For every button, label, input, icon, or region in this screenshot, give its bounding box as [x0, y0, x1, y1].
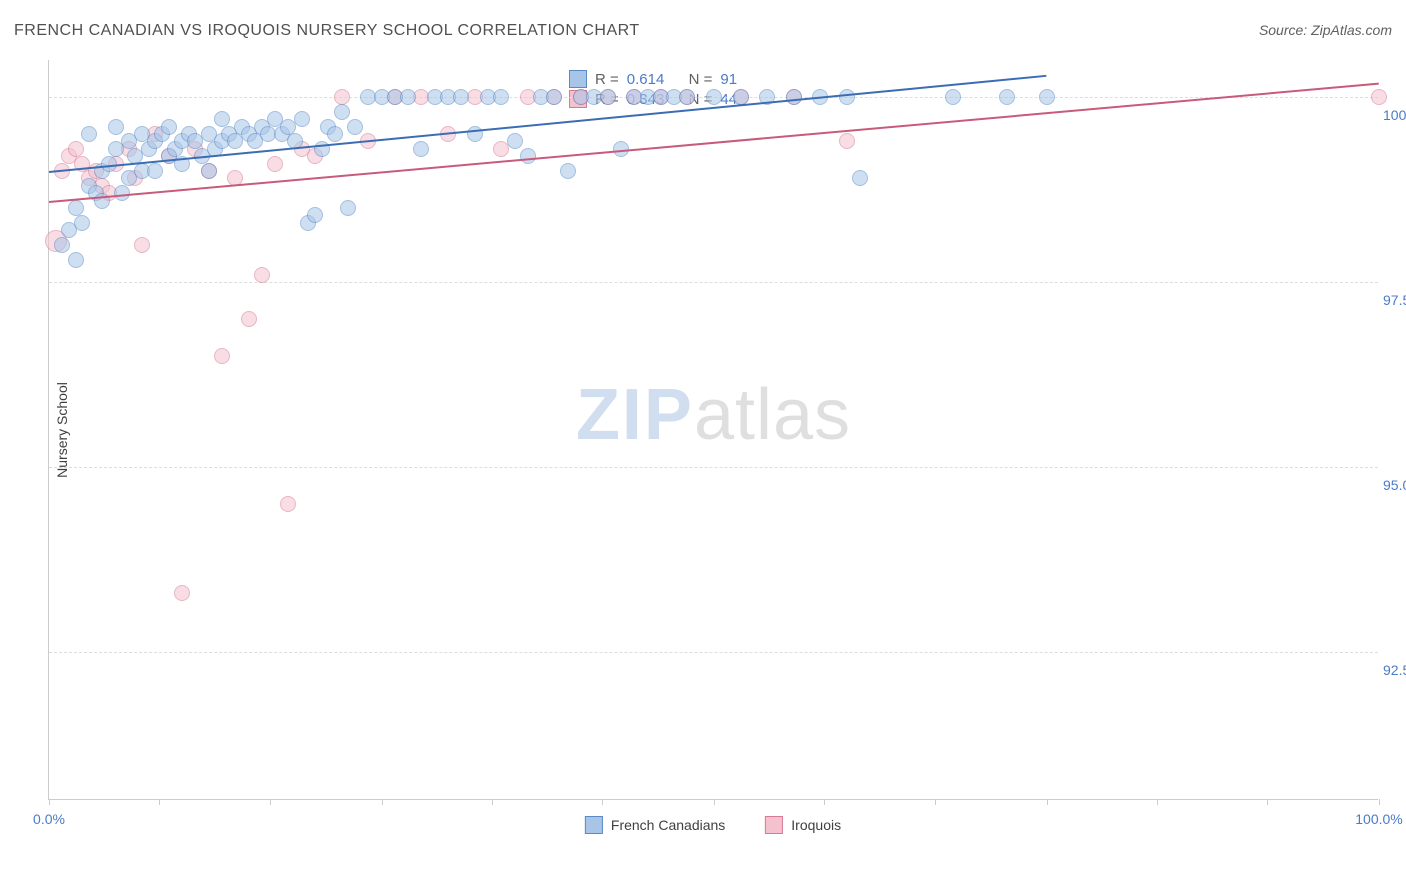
gridline-h [49, 467, 1378, 468]
gridline-h [49, 652, 1378, 653]
stat-r-value: 0.614 [627, 71, 665, 88]
scatter-point [68, 141, 84, 157]
xtick-mark [1379, 799, 1380, 805]
xtick-label: 100.0% [1355, 811, 1402, 827]
legend-item: Iroquois [765, 816, 841, 834]
swatch-icon [765, 816, 783, 834]
ytick-label: 92.5% [1383, 662, 1406, 678]
scatter-point [307, 207, 323, 223]
scatter-point [267, 156, 283, 172]
xtick-label: 0.0% [33, 811, 65, 827]
stat-n-label: N = [689, 71, 713, 88]
scatter-point [400, 89, 416, 105]
scatter-point [280, 496, 296, 512]
scatter-point [600, 89, 616, 105]
scatter-point [507, 133, 523, 149]
scatter-point [68, 252, 84, 268]
xtick-mark [602, 799, 603, 805]
scatter-point [839, 133, 855, 149]
xtick-mark [824, 799, 825, 805]
scatter-point [493, 89, 509, 105]
scatter-point [161, 119, 177, 135]
gridline-h [49, 282, 1378, 283]
scatter-point [74, 215, 90, 231]
scatter-point [520, 148, 536, 164]
ytick-label: 95.0% [1383, 477, 1406, 493]
stat-r-label: R = [595, 71, 619, 88]
scatter-point [68, 200, 84, 216]
scatter-point [546, 89, 562, 105]
scatter-point [81, 126, 97, 142]
chart-source: Source: ZipAtlas.com [1259, 22, 1392, 38]
stat-n-value: 91 [720, 71, 737, 88]
legend-bottom: French Canadians Iroquois [585, 816, 841, 834]
swatch-icon [569, 70, 587, 88]
plot-area: ZIPatlas R = 0.614 N = 91R = 0.343 N = 4… [48, 60, 1378, 800]
scatter-point [134, 237, 150, 253]
xtick-mark [1267, 799, 1268, 805]
xtick-mark [270, 799, 271, 805]
scatter-point [54, 237, 70, 253]
xtick-mark [492, 799, 493, 805]
swatch-icon [585, 816, 603, 834]
chart-header: FRENCH CANADIAN VS IROQUOIS NURSERY SCHO… [14, 22, 1392, 52]
scatter-point [945, 89, 961, 105]
scatter-point [214, 348, 230, 364]
legend-label: Iroquois [791, 817, 841, 833]
scatter-point [294, 111, 310, 127]
scatter-point [214, 111, 230, 127]
legend-item: French Canadians [585, 816, 725, 834]
xtick-mark [382, 799, 383, 805]
scatter-point [241, 311, 257, 327]
watermark-zip: ZIP [576, 375, 694, 455]
scatter-point [1371, 89, 1387, 105]
legend-label: French Canadians [611, 817, 725, 833]
watermark: ZIPatlas [576, 374, 851, 456]
ytick-label: 100.0% [1383, 107, 1406, 123]
scatter-point [174, 585, 190, 601]
scatter-point [334, 89, 350, 105]
scatter-point [147, 163, 163, 179]
scatter-point [733, 89, 749, 105]
scatter-point [1039, 89, 1055, 105]
scatter-point [334, 104, 350, 120]
scatter-point [201, 163, 217, 179]
scatter-point [347, 119, 363, 135]
scatter-point [679, 89, 695, 105]
xtick-mark [1157, 799, 1158, 805]
scatter-point [839, 89, 855, 105]
scatter-point [327, 126, 343, 142]
scatter-point [786, 89, 802, 105]
chart-title: FRENCH CANADIAN VS IROQUOIS NURSERY SCHO… [14, 22, 640, 39]
ytick-label: 97.5% [1383, 292, 1406, 308]
scatter-point [340, 200, 356, 216]
watermark-atlas: atlas [694, 375, 851, 455]
scatter-point [453, 89, 469, 105]
xtick-mark [49, 799, 50, 805]
xtick-mark [159, 799, 160, 805]
scatter-point [852, 170, 868, 186]
scatter-point [999, 89, 1015, 105]
scatter-point [413, 141, 429, 157]
scatter-point [560, 163, 576, 179]
scatter-point [108, 119, 124, 135]
xtick-mark [935, 799, 936, 805]
scatter-point [254, 267, 270, 283]
plot-wrap: Nursery School ZIPatlas R = 0.614 N = 91… [48, 60, 1378, 800]
xtick-mark [714, 799, 715, 805]
legend-stat-row: R = 0.614 N = 91 [569, 70, 737, 88]
scatter-point [706, 89, 722, 105]
xtick-mark [1047, 799, 1048, 805]
